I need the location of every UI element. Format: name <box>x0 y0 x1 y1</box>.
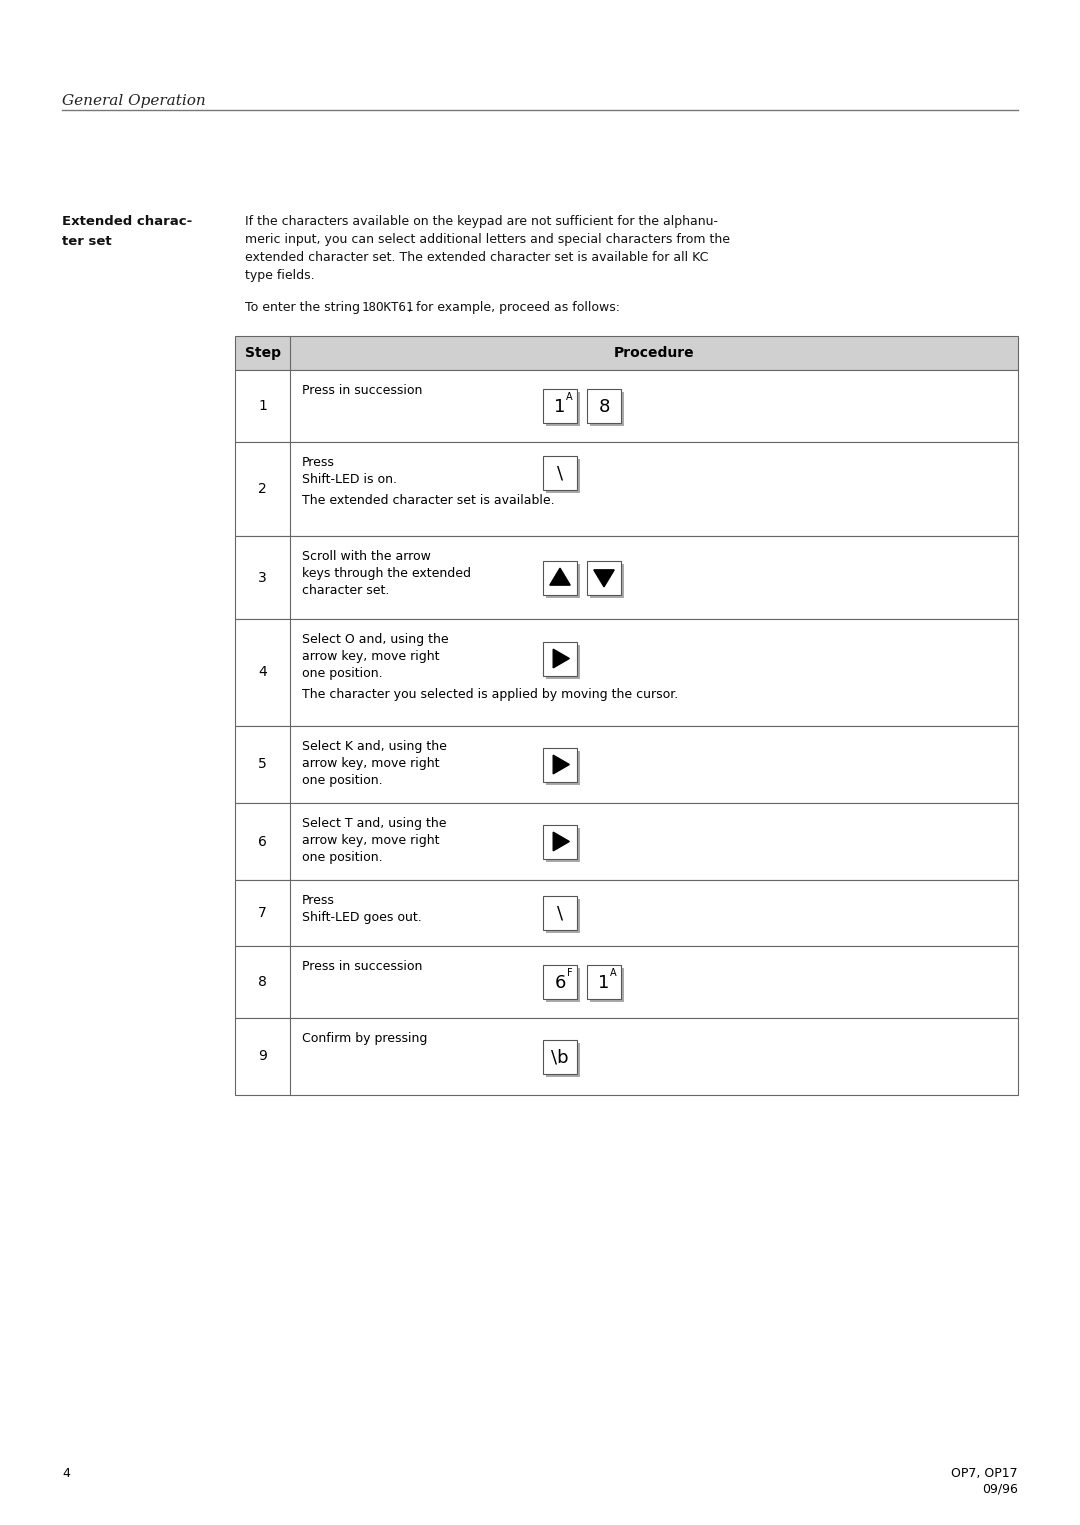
Text: arrow key, move right: arrow key, move right <box>302 650 440 663</box>
Text: one position.: one position. <box>302 851 382 865</box>
Text: 3: 3 <box>258 570 267 584</box>
Text: type fields.: type fields. <box>245 268 314 282</box>
Text: Press in succession: Press in succession <box>302 961 422 973</box>
FancyBboxPatch shape <box>546 392 580 425</box>
Text: Step: Step <box>244 346 281 360</box>
FancyBboxPatch shape <box>235 336 1018 371</box>
Text: Shift-LED is on.: Shift-LED is on. <box>302 473 397 486</box>
Text: \: \ <box>557 904 563 923</box>
FancyBboxPatch shape <box>546 750 580 784</box>
Text: To enter the string: To enter the string <box>245 300 364 314</box>
Text: keys through the extended: keys through the extended <box>302 567 471 580</box>
FancyBboxPatch shape <box>543 897 577 930</box>
Text: Select T and, using the: Select T and, using the <box>302 817 446 830</box>
FancyBboxPatch shape <box>546 459 580 493</box>
FancyBboxPatch shape <box>235 804 1018 880</box>
FancyBboxPatch shape <box>543 561 577 595</box>
Text: 4: 4 <box>62 1467 70 1479</box>
Text: OP7, OP17: OP7, OP17 <box>951 1467 1018 1479</box>
FancyBboxPatch shape <box>235 535 1018 619</box>
Text: arrow key, move right: arrow key, move right <box>302 756 440 770</box>
FancyBboxPatch shape <box>235 371 1018 442</box>
Text: 7: 7 <box>258 906 267 920</box>
Text: Shift-LED goes out.: Shift-LED goes out. <box>302 910 422 924</box>
Polygon shape <box>594 570 615 587</box>
Text: arrow key, move right: arrow key, move right <box>302 834 440 846</box>
Text: Extended charac-: Extended charac- <box>62 215 192 229</box>
Text: 09/96: 09/96 <box>982 1482 1018 1496</box>
Text: 2: 2 <box>258 482 267 496</box>
Text: character set.: character set. <box>302 584 390 596</box>
FancyBboxPatch shape <box>588 561 621 595</box>
Polygon shape <box>553 650 569 668</box>
Text: General Operation: General Operation <box>62 95 206 108</box>
FancyBboxPatch shape <box>543 456 577 490</box>
Polygon shape <box>553 833 569 851</box>
Text: 8: 8 <box>598 398 610 416</box>
Text: Press: Press <box>302 456 335 470</box>
Text: Scroll with the arrow: Scroll with the arrow <box>302 551 431 563</box>
FancyBboxPatch shape <box>590 968 624 1002</box>
Text: The extended character set is available.: The extended character set is available. <box>302 494 555 506</box>
FancyBboxPatch shape <box>235 442 1018 535</box>
FancyBboxPatch shape <box>543 825 577 859</box>
FancyBboxPatch shape <box>588 965 621 999</box>
FancyBboxPatch shape <box>235 619 1018 726</box>
Text: A: A <box>566 392 572 403</box>
FancyBboxPatch shape <box>546 828 580 862</box>
FancyBboxPatch shape <box>546 564 580 598</box>
Text: one position.: one position. <box>302 666 382 680</box>
Text: Press: Press <box>302 894 335 907</box>
Text: 18OKT61: 18OKT61 <box>362 300 415 314</box>
FancyBboxPatch shape <box>546 645 580 679</box>
Text: \: \ <box>557 465 563 483</box>
FancyBboxPatch shape <box>543 747 577 781</box>
FancyBboxPatch shape <box>588 389 621 422</box>
Text: The character you selected is applied by moving the cursor.: The character you selected is applied by… <box>302 688 678 702</box>
Text: 1: 1 <box>598 974 610 991</box>
Text: F: F <box>567 968 572 979</box>
Text: Procedure: Procedure <box>613 346 694 360</box>
FancyBboxPatch shape <box>235 946 1018 1019</box>
Text: 6: 6 <box>258 834 267 848</box>
Text: meric input, you can select additional letters and special characters from the: meric input, you can select additional l… <box>245 233 730 246</box>
FancyBboxPatch shape <box>546 968 580 1002</box>
Text: Confirm by pressing: Confirm by pressing <box>302 1032 428 1045</box>
Text: 1: 1 <box>554 398 566 416</box>
Text: one position.: one position. <box>302 775 382 787</box>
Text: ter set: ter set <box>62 235 111 249</box>
FancyBboxPatch shape <box>543 642 577 676</box>
FancyBboxPatch shape <box>235 726 1018 804</box>
FancyBboxPatch shape <box>235 880 1018 946</box>
FancyBboxPatch shape <box>543 389 577 422</box>
FancyBboxPatch shape <box>546 900 580 933</box>
FancyBboxPatch shape <box>543 965 577 999</box>
Polygon shape <box>553 755 569 773</box>
FancyBboxPatch shape <box>235 1019 1018 1095</box>
Text: Select O and, using the: Select O and, using the <box>302 633 448 647</box>
Text: 5: 5 <box>258 758 267 772</box>
Text: If the characters available on the keypad are not sufficient for the alphanu-: If the characters available on the keypa… <box>245 215 718 229</box>
Text: Press in succession: Press in succession <box>302 384 422 396</box>
Text: A: A <box>610 968 617 979</box>
FancyBboxPatch shape <box>543 1040 577 1074</box>
Text: 6: 6 <box>554 974 566 991</box>
Text: , for example, proceed as follows:: , for example, proceed as follows: <box>407 300 620 314</box>
Text: \b: \b <box>551 1049 569 1066</box>
Polygon shape <box>550 569 570 586</box>
FancyBboxPatch shape <box>590 564 624 598</box>
Text: Select K and, using the: Select K and, using the <box>302 740 447 753</box>
Text: 4: 4 <box>258 665 267 680</box>
FancyBboxPatch shape <box>590 392 624 425</box>
Text: extended character set. The extended character set is available for all KC: extended character set. The extended cha… <box>245 252 708 264</box>
Text: 9: 9 <box>258 1049 267 1063</box>
Text: 1: 1 <box>258 400 267 413</box>
FancyBboxPatch shape <box>546 1043 580 1077</box>
Text: 8: 8 <box>258 974 267 990</box>
